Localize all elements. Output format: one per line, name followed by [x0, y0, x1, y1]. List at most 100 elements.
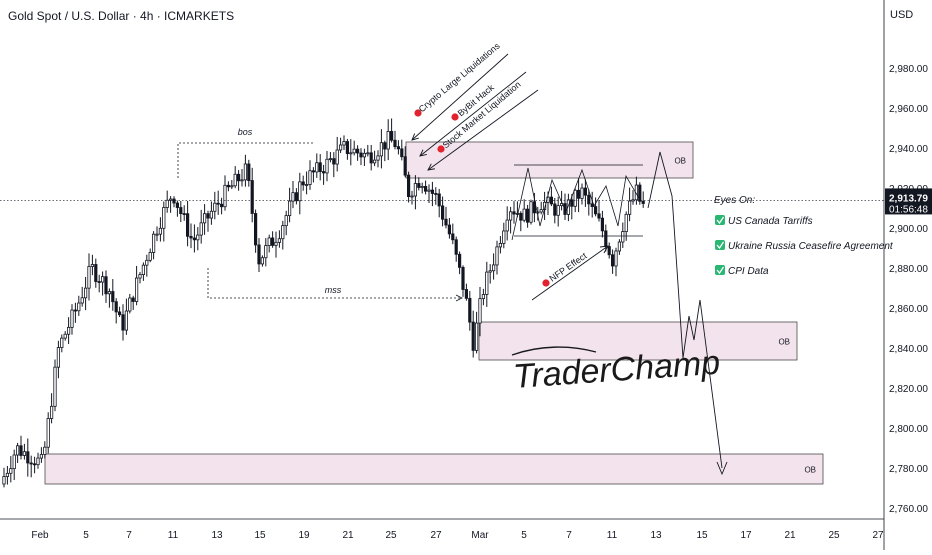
news-arrowhead	[427, 163, 435, 171]
candle-up	[556, 205, 560, 216]
candle-up	[77, 302, 81, 312]
candle-down	[189, 235, 193, 239]
candle-up	[621, 231, 625, 243]
candle-down	[118, 311, 122, 316]
candle-down	[400, 148, 404, 158]
candle-down	[553, 203, 557, 216]
candle-down	[179, 207, 183, 214]
candle-up	[413, 183, 418, 197]
candle-up	[138, 274, 142, 279]
candle-down	[464, 289, 469, 299]
projection-arrowhead	[716, 461, 728, 476]
candle-up	[315, 162, 319, 173]
candle-up	[522, 208, 526, 221]
y-tick-label: 2,760.00	[889, 504, 928, 515]
candle-up	[478, 298, 482, 324]
candle-up	[410, 195, 414, 198]
candle-down	[471, 321, 475, 351]
x-tick-label: 13	[211, 530, 223, 541]
candle-down	[131, 297, 135, 302]
candle-up	[308, 170, 312, 185]
candle-down	[587, 194, 591, 205]
candle-up	[101, 276, 105, 283]
candle-up	[168, 198, 173, 201]
candle-up	[491, 264, 496, 272]
nfp-arrowhead	[599, 245, 609, 254]
candle-down	[345, 141, 350, 154]
candle-down	[440, 205, 445, 220]
candle-down	[451, 233, 455, 241]
ob-zone-label: OB	[804, 466, 816, 475]
candle-down	[104, 276, 108, 295]
candle-up	[277, 238, 282, 243]
y-tick-label: 2,880.00	[889, 264, 928, 275]
candle-up	[141, 264, 145, 275]
red-dot-icon	[414, 109, 422, 117]
y-tick-label: 2,960.00	[889, 104, 928, 115]
candle-up	[372, 159, 377, 164]
candle-down	[468, 297, 472, 323]
candle-up	[264, 245, 268, 259]
candle-down	[114, 301, 118, 313]
candle-down	[175, 202, 179, 208]
candle-down	[250, 180, 254, 214]
candle-up	[43, 446, 47, 455]
projection-path	[647, 151, 723, 469]
check-icon	[715, 240, 725, 250]
bos-label: bos	[238, 127, 253, 137]
candle-down	[577, 189, 581, 199]
candle-down	[393, 139, 397, 148]
candle-down	[396, 146, 401, 150]
y-tick-label: 2,840.00	[889, 344, 928, 355]
candle-up	[199, 222, 203, 236]
candle-down	[29, 462, 33, 465]
x-tick-label: 11	[607, 530, 618, 541]
candle-up	[566, 199, 571, 215]
candle-up	[240, 179, 244, 182]
x-tick-label: 27	[430, 530, 442, 541]
candle-up	[260, 257, 265, 265]
candle-up	[90, 264, 94, 267]
x-tick-label: 15	[254, 530, 266, 541]
candle-down	[444, 218, 448, 226]
candle-up	[274, 241, 278, 246]
candle-down	[417, 183, 421, 188]
candle-up	[495, 246, 499, 266]
candle-up	[2, 476, 6, 485]
currency-label[interactable]: USD	[890, 9, 914, 21]
candle-down	[454, 239, 458, 255]
x-tick-label: 5	[83, 530, 89, 541]
candle-up	[162, 207, 166, 229]
candle-down	[236, 173, 241, 182]
candle-down	[206, 213, 210, 219]
news-arrow-line	[427, 89, 539, 171]
bos-line	[177, 142, 314, 178]
candle-down	[301, 181, 305, 186]
y-tick-label: 2,980.00	[889, 64, 928, 75]
candle-up	[376, 155, 380, 161]
candle-down	[389, 131, 394, 141]
candle-up	[213, 202, 217, 212]
y-tick-label: 2,820.00	[889, 384, 928, 395]
candle-down	[457, 253, 462, 268]
candle-down	[600, 217, 605, 232]
candle-up	[328, 158, 333, 161]
candle-up	[223, 184, 227, 208]
x-tick-label: 17	[740, 530, 752, 541]
candle-up	[22, 451, 27, 456]
candle-down	[594, 206, 598, 215]
candle-down	[406, 174, 411, 197]
mss-label: mss	[325, 285, 342, 295]
candle-down	[597, 213, 601, 219]
x-tick-label: 11	[168, 530, 179, 541]
candle-up	[243, 163, 247, 181]
candle-up	[87, 266, 91, 289]
eyes-on-title: Eyes On:	[714, 195, 755, 206]
x-tick-label: 5	[521, 530, 527, 541]
eyes-on-item: US Canada Tarriffs	[728, 216, 813, 227]
check-mark	[716, 216, 725, 225]
candle-down	[321, 171, 326, 174]
